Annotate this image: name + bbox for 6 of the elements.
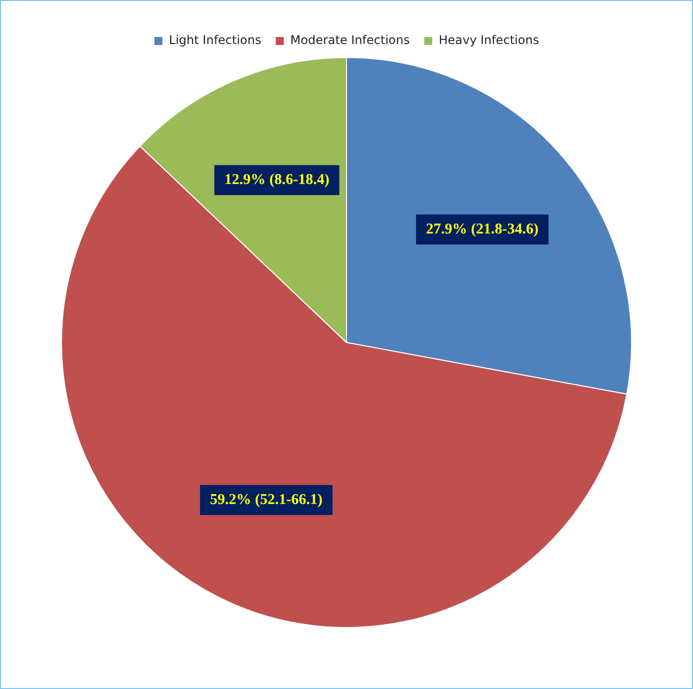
- data-label: 59.2% (52.1-66.1): [210, 492, 323, 508]
- data-label: 12.9% (8.6-18.4): [224, 172, 330, 188]
- legend-label: Light Infections: [168, 33, 262, 48]
- legend-label: Heavy Infections: [438, 33, 540, 48]
- data-label: 27.9% (21.8-34.6): [426, 221, 539, 238]
- legend-label: Moderate Infections: [290, 33, 410, 48]
